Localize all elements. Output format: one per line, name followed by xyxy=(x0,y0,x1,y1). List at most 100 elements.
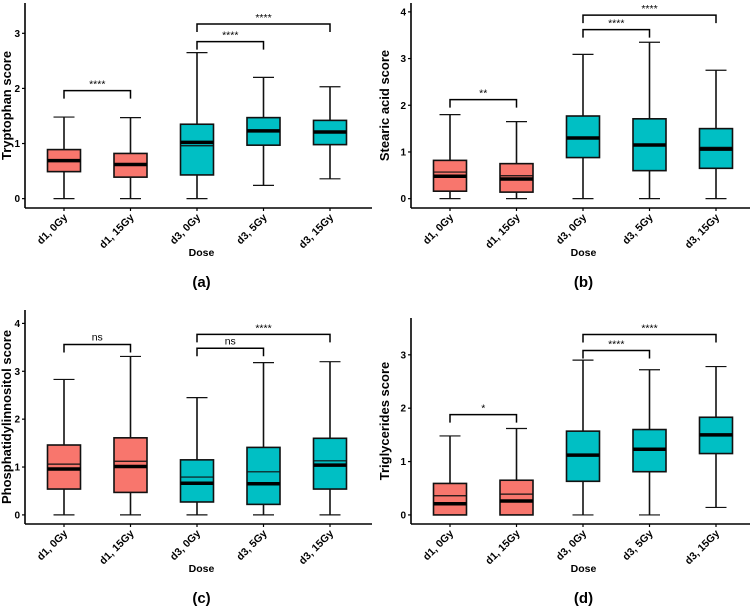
significance-label: * xyxy=(481,403,485,415)
box-d1-0Gy xyxy=(432,114,468,200)
box-d3-5Gy xyxy=(246,76,281,187)
significance-label: ns xyxy=(92,331,103,343)
significance-label: **** xyxy=(608,339,624,351)
bracket-line xyxy=(196,347,265,357)
bracket-line xyxy=(63,89,132,99)
bracket-line xyxy=(449,413,518,423)
box-d3-0Gy xyxy=(565,359,601,516)
y-tick-label: 1 xyxy=(400,147,406,158)
y-tick-label: 2 xyxy=(14,84,20,95)
significance-bracket: ns xyxy=(63,331,132,353)
x-tick-label: d1, 15Gy xyxy=(483,212,523,252)
significance-bracket: ** xyxy=(449,88,518,108)
y-tick-label: 1 xyxy=(14,139,20,150)
box-iqr xyxy=(246,446,281,506)
y-tick-label: 1 xyxy=(400,457,406,468)
panel-label: (c) xyxy=(192,590,210,607)
box-d3-15Gy xyxy=(698,365,734,509)
box-d3-0Gy xyxy=(565,53,601,200)
x-tick-label: d1, 15Gy xyxy=(483,528,523,568)
significance-label: **** xyxy=(608,18,624,30)
significance-label: **** xyxy=(89,79,105,91)
box-d1-15Gy xyxy=(499,121,534,200)
box-d3-0Gy xyxy=(179,51,215,200)
box-d3-5Gy xyxy=(632,369,667,516)
significance-bracket: **** xyxy=(63,79,132,99)
box-iqr xyxy=(432,482,468,516)
significance-label: **** xyxy=(255,322,271,334)
x-tick-label: d3, 15Gy xyxy=(683,528,723,568)
bracket-line xyxy=(196,333,331,343)
bracket-line xyxy=(196,40,265,50)
significance-bracket: * xyxy=(449,403,518,423)
panel-d: 0 1 2 3 Triglycerides score d1, 0Gy d1, 15Gy d3… xyxy=(377,318,750,607)
x-tick-label: d1, 0Gy xyxy=(421,212,456,247)
x-tick-label: d3, 0Gy xyxy=(168,212,203,247)
x-tick-label: d3, 0Gy xyxy=(554,212,589,247)
box-iqr xyxy=(179,459,215,503)
x-tick-label: d3, 0Gy xyxy=(168,528,203,563)
significance-bracket: **** xyxy=(582,339,651,359)
significance-bracket: **** xyxy=(582,3,717,24)
x-tick-label: d3, 0Gy xyxy=(554,528,589,563)
y-axis-title: Tryptophan score xyxy=(0,51,14,160)
y-tick-label: 0 xyxy=(14,194,20,205)
x-tick-label: d3, 15Gy xyxy=(683,212,723,252)
box-d1-0Gy xyxy=(46,116,82,200)
y-axis-title: Triglycerides score xyxy=(377,362,392,481)
significance-label: ns xyxy=(225,335,236,347)
box-d1-15Gy xyxy=(113,117,148,200)
x-axis-title: Dose xyxy=(189,563,215,575)
x-tick-label: d1, 15Gy xyxy=(97,528,137,568)
box-d3-15Gy xyxy=(312,361,348,516)
box-iqr xyxy=(499,479,534,516)
significance-label: **** xyxy=(641,3,657,15)
box-d3-5Gy xyxy=(246,362,281,516)
box-d3-15Gy xyxy=(312,86,348,180)
x-tick-label: d1, 0Gy xyxy=(35,528,70,563)
significance-bracket: **** xyxy=(196,322,331,343)
panel-b: 0 1 2 3 4 Stearic acid score d1, 0Gy d1, 15Gy d3… xyxy=(377,3,750,291)
panel-label: (a) xyxy=(192,274,210,291)
x-tick-label: d1, 15Gy xyxy=(97,212,137,252)
significance-bracket: ns xyxy=(196,335,265,357)
significance-bracket: **** xyxy=(582,323,717,343)
significance-bracket: **** xyxy=(196,30,265,50)
y-tick-label: 0 xyxy=(14,510,20,521)
x-tick-label: d1, 0Gy xyxy=(35,212,70,247)
box-d3-5Gy xyxy=(632,41,667,200)
bracket-line xyxy=(196,23,331,32)
significance-label: **** xyxy=(222,30,238,42)
y-axis-title: Stearic acid score xyxy=(377,50,392,161)
significance-label: **** xyxy=(255,12,271,24)
x-tick-label: d3, 5Gy xyxy=(234,528,269,563)
box-d1-0Gy xyxy=(46,378,82,516)
x-tick-label: d3, 5Gy xyxy=(620,528,655,563)
panel-label: (d) xyxy=(574,590,593,607)
x-tick-label: d1, 0Gy xyxy=(421,528,456,563)
y-tick-label: 4 xyxy=(14,319,20,330)
bracket-line xyxy=(449,98,518,108)
panel-label: (b) xyxy=(574,274,593,291)
x-axis-title: Dose xyxy=(189,247,215,259)
bracket-line xyxy=(582,333,717,343)
significance-bracket: **** xyxy=(582,18,651,38)
significance-label: ** xyxy=(479,88,487,100)
x-tick-label: d3, 15Gy xyxy=(297,212,337,252)
y-tick-label: 1 xyxy=(14,463,20,474)
box-d1-0Gy xyxy=(432,435,468,516)
bracket-line xyxy=(63,343,132,353)
y-tick-label: 2 xyxy=(400,404,406,415)
y-tick-label: 3 xyxy=(14,29,20,40)
bracket-line xyxy=(582,349,651,359)
y-tick-label: 0 xyxy=(400,510,406,521)
y-tick-label: 2 xyxy=(14,415,20,426)
y-tick-label: 3 xyxy=(400,54,406,65)
box-iqr xyxy=(179,123,215,176)
y-tick-label: 4 xyxy=(400,7,406,18)
bracket-line xyxy=(582,14,717,24)
x-axis-title: Dose xyxy=(571,563,597,575)
